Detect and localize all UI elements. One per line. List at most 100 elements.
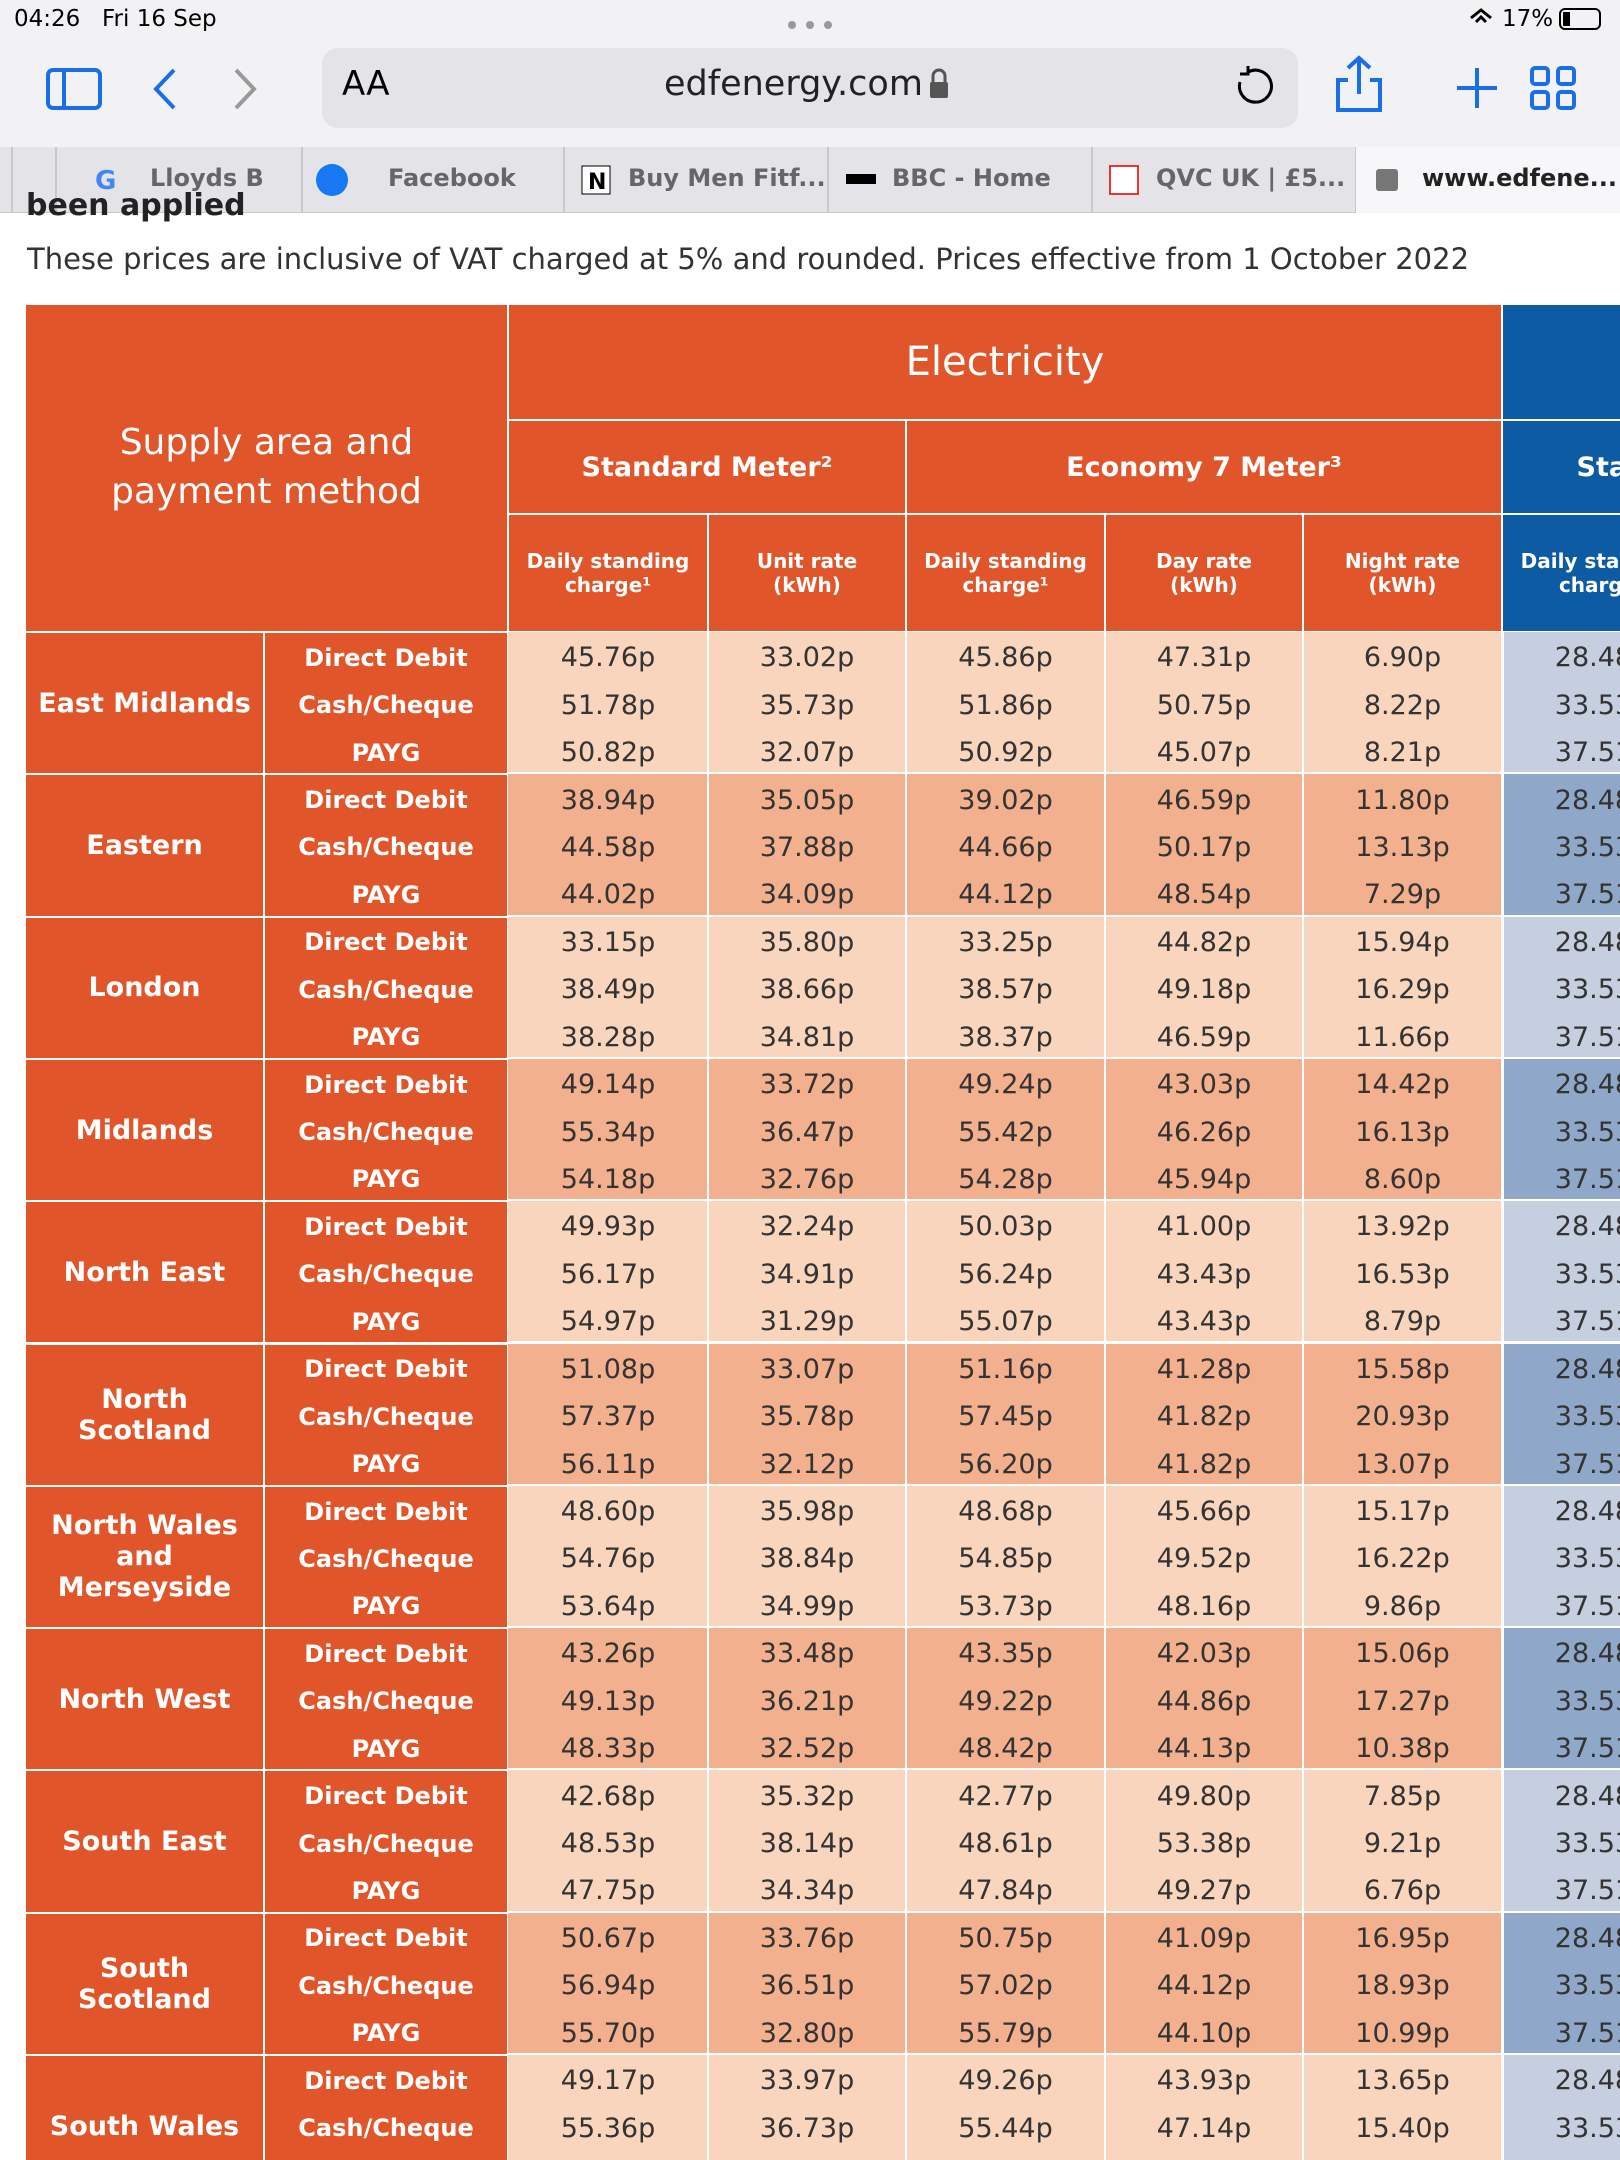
price-cell: 51.16p xyxy=(958,1353,1053,1385)
url-field[interactable]: edfenergy.com xyxy=(664,64,923,104)
price-cell: 50.75p xyxy=(1156,689,1252,721)
method-bg xyxy=(264,1628,508,1771)
price-cell: 46.59p xyxy=(1156,1021,1252,1053)
tab[interactable]: QVC UK | £5... xyxy=(1156,164,1346,192)
payment-method: PAYG xyxy=(351,1450,421,1479)
price-cell: 15.17p xyxy=(1355,1496,1450,1527)
price-cell: 32.24p xyxy=(759,1211,855,1243)
price-cell: 46.26p xyxy=(1156,1116,1252,1148)
price-cell: 32.76p xyxy=(759,1163,855,1195)
region-name: South Wales xyxy=(25,2055,264,2160)
price-cell: 28.48p xyxy=(1554,784,1620,816)
column-divider xyxy=(707,1058,709,1202)
price-cell: 43.03p xyxy=(1156,1069,1252,1101)
price-cell: 33.53p xyxy=(1554,2112,1620,2144)
column-divider xyxy=(905,1628,907,1771)
price-cell: 49.80p xyxy=(1156,1780,1252,1812)
payment-method: Cash/Cheque xyxy=(298,1402,474,1431)
column-divider xyxy=(707,2055,709,2160)
price-cell: 49.17p xyxy=(560,2065,656,2097)
price-cell: 49.22p xyxy=(958,1685,1053,1717)
column-divider xyxy=(905,632,907,775)
tab[interactable]: Facebook xyxy=(388,164,516,192)
price-cell: 13.92p xyxy=(1355,1211,1450,1243)
column-divider xyxy=(1104,916,1106,1059)
price-cell: 34.81p xyxy=(759,1021,855,1053)
price-cell: 15.40p xyxy=(1355,2112,1450,2144)
region-name: South Scotland xyxy=(25,1912,264,2055)
tab[interactable]: Buy Men Fitf... xyxy=(628,164,826,192)
payment-method: Direct Debit xyxy=(304,1497,468,1526)
price-cell: 35.78p xyxy=(759,1401,855,1433)
price-cell: 33.53p xyxy=(1554,831,1620,863)
price-cell: 34.09p xyxy=(759,879,855,911)
price-cell: 48.16p xyxy=(1156,1590,1252,1622)
payment-method: Cash/Cheque xyxy=(298,2114,474,2143)
payment-method: PAYG xyxy=(351,1023,421,1052)
price-cell: 38.66p xyxy=(759,974,855,1006)
gas-bg xyxy=(1502,1343,1620,1486)
price-cell: 56.24p xyxy=(958,1258,1053,1290)
price-cell: 38.28p xyxy=(560,1021,656,1053)
price-cell: 49.26p xyxy=(958,2065,1053,2097)
price-cell: 18.93p xyxy=(1355,1970,1450,2002)
price-cell: 33.53p xyxy=(1554,1685,1620,1717)
region-bg xyxy=(508,1912,1502,2055)
text-size-button[interactable]: AA xyxy=(342,64,390,104)
price-cell: 48.68p xyxy=(958,1496,1053,1527)
price-cell: 44.13p xyxy=(1156,1733,1252,1765)
region-bg xyxy=(508,1628,1502,1771)
price-cell: 50.75p xyxy=(958,1922,1053,1954)
column-header: Daily standing charge¹ xyxy=(508,514,708,632)
price-cell: 50.67p xyxy=(560,1922,656,1954)
method-bg xyxy=(264,1770,508,1913)
payment-method: Direct Debit xyxy=(304,643,468,672)
method-bg xyxy=(264,1201,508,1344)
price-cell: 41.28p xyxy=(1156,1353,1252,1385)
column-divider xyxy=(1302,1201,1304,1344)
tab[interactable]: Lloyds B xyxy=(150,164,264,192)
column-divider xyxy=(1104,774,1106,917)
column-divider xyxy=(1302,1628,1304,1771)
payment-method: Direct Debit xyxy=(304,1070,468,1099)
column-divider xyxy=(1104,1485,1106,1629)
column-divider xyxy=(1104,1343,1106,1486)
payment-method: Cash/Cheque xyxy=(298,691,474,720)
payment-method: Direct Debit xyxy=(304,1639,468,1668)
price-cell: 33.76p xyxy=(759,1922,855,1954)
price-cell: 55.44p xyxy=(958,2112,1053,2144)
payment-method: Cash/Cheque xyxy=(298,833,474,862)
electricity-header: Electricity xyxy=(508,304,1502,420)
column-divider xyxy=(707,1912,709,2055)
price-cell: 14.42p xyxy=(1355,1069,1450,1101)
price-cell: 48.60p xyxy=(560,1496,656,1527)
region-bg xyxy=(508,1485,1502,1629)
price-cell: 38.57p xyxy=(958,974,1053,1006)
price-cell: 10.38p xyxy=(1355,1733,1450,1765)
price-cell: 51.08p xyxy=(560,1353,656,1385)
region-bg xyxy=(508,774,1502,917)
column-divider xyxy=(905,1770,907,1913)
price-cell: 49.93p xyxy=(560,1211,656,1243)
region-name: Eastern xyxy=(25,774,264,917)
price-cell: 56.17p xyxy=(560,1258,656,1290)
price-cell: 49.52p xyxy=(1156,1543,1252,1575)
tab[interactable]: BBC - Home xyxy=(892,164,1051,192)
price-cell: 44.10p xyxy=(1156,2017,1252,2049)
price-cell: 55.36p xyxy=(560,2112,656,2144)
payment-method: Direct Debit xyxy=(304,1212,468,1241)
price-cell: 33.53p xyxy=(1554,1258,1620,1290)
price-cell: 47.14p xyxy=(1156,2112,1252,2144)
price-cell: 13.65p xyxy=(1355,2065,1450,2097)
region-name: Midlands xyxy=(25,1058,264,1202)
column-divider xyxy=(1501,1201,1503,1344)
column-divider xyxy=(1302,1485,1304,1629)
price-cell: 28.48p xyxy=(1554,1638,1620,1670)
price-cell: 41.09p xyxy=(1156,1922,1252,1954)
gas-bg xyxy=(1502,1770,1620,1913)
payment-method: Direct Debit xyxy=(304,1924,468,1953)
region-name: North West xyxy=(25,1628,264,1771)
column-divider xyxy=(1302,632,1304,775)
tab[interactable]: www.edfene... xyxy=(1422,164,1617,192)
column-divider xyxy=(905,916,907,1059)
